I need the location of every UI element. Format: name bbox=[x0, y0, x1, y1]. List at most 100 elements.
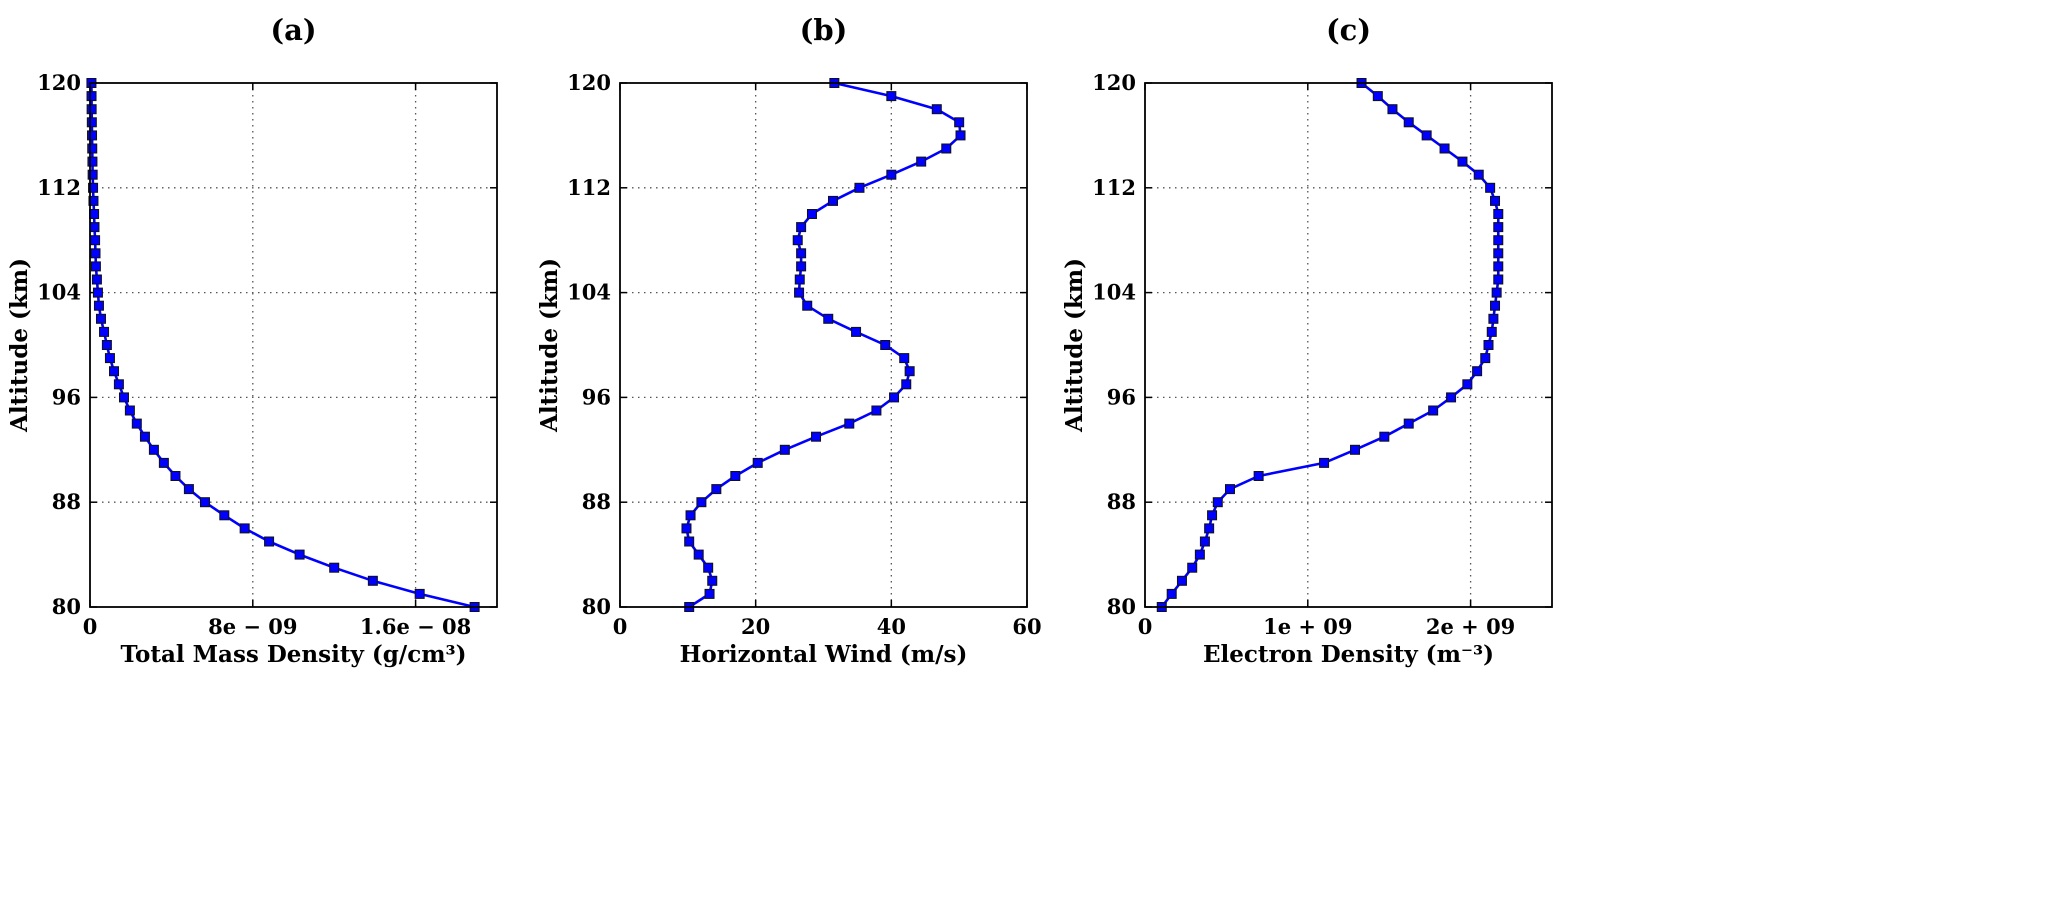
data-point-marker bbox=[1212, 497, 1223, 508]
y-tick-label: 104 bbox=[1092, 280, 1136, 305]
data-point-marker bbox=[779, 444, 790, 455]
data-point-marker bbox=[86, 117, 97, 128]
y-axis-label: Altitude (km) bbox=[1061, 258, 1088, 433]
panel-b: 80 88 96 104 112 120 0 20 40 60 (b) Horizontal Wind… bbox=[536, 13, 1042, 668]
data-point-marker bbox=[109, 366, 120, 377]
plot-frame bbox=[89, 82, 498, 608]
data-point-marker bbox=[1166, 588, 1177, 599]
data-point-marker bbox=[1187, 562, 1198, 573]
x-tick-label: 40 bbox=[877, 614, 906, 639]
data-point-marker bbox=[414, 588, 425, 599]
data-point-marker bbox=[854, 182, 865, 193]
data-point-marker bbox=[844, 418, 855, 429]
data-point-marker bbox=[823, 313, 834, 324]
data-point-marker bbox=[87, 130, 98, 141]
data-point-marker bbox=[1204, 523, 1215, 534]
data-point-marker bbox=[1493, 261, 1504, 272]
data-point-marker bbox=[889, 392, 900, 403]
data-point-marker bbox=[704, 588, 715, 599]
data-point-marker bbox=[802, 300, 813, 311]
data-point-marker bbox=[90, 235, 101, 246]
data-point-marker bbox=[696, 497, 707, 508]
data-point-marker bbox=[1253, 471, 1264, 481]
data-point-marker bbox=[118, 392, 129, 403]
data-point-marker bbox=[1491, 287, 1502, 298]
data-point-marker bbox=[730, 471, 741, 481]
data-point-marker bbox=[99, 326, 110, 337]
y-tick-label: 80 bbox=[1107, 594, 1136, 619]
data-point-marker bbox=[684, 536, 695, 547]
panel-label: (c) bbox=[1326, 13, 1371, 47]
data-point-marker bbox=[95, 313, 106, 324]
data-point-marker bbox=[294, 549, 305, 560]
data-point-marker bbox=[89, 222, 100, 233]
y-tick-label: 104 bbox=[567, 280, 611, 305]
data-point-marker bbox=[158, 457, 169, 468]
x-axis-label: Electron Density (m⁻³) bbox=[1203, 641, 1494, 668]
data-point-marker bbox=[367, 575, 378, 586]
data-point-marker bbox=[1439, 143, 1450, 154]
data-point-marker bbox=[264, 536, 275, 547]
data-point-marker bbox=[811, 431, 822, 442]
x-tick-label: 60 bbox=[1012, 614, 1041, 639]
data-point-marker bbox=[1319, 457, 1330, 468]
data-point-marker bbox=[941, 143, 952, 154]
data-point-marker bbox=[916, 156, 927, 167]
data-point-marker bbox=[1428, 405, 1439, 416]
data-point-marker bbox=[851, 326, 862, 337]
y-tick-label: 112 bbox=[37, 175, 81, 200]
data-point-marker bbox=[954, 117, 965, 128]
data-point-marker bbox=[86, 104, 97, 115]
y-tick-label: 120 bbox=[37, 70, 81, 95]
data-point-marker bbox=[1457, 156, 1468, 167]
data-point-marker bbox=[87, 143, 98, 154]
panel-label: (b) bbox=[800, 13, 848, 47]
panel-a: 80 88 96 104 112 120 0 8e − 09 1.6e − 08 (a) Total… bbox=[6, 13, 498, 668]
data-point-marker bbox=[87, 156, 98, 167]
data-point-marker bbox=[1485, 182, 1496, 193]
data-point-marker bbox=[1493, 248, 1504, 259]
data-point-marker bbox=[871, 405, 882, 416]
y-tick-label: 104 bbox=[37, 280, 81, 305]
data-point-marker bbox=[1421, 130, 1432, 141]
data-point-marker bbox=[87, 169, 98, 180]
data-point-marker bbox=[693, 549, 704, 560]
y-tick-label: 88 bbox=[1107, 489, 1136, 514]
data-point-marker bbox=[219, 510, 230, 521]
data-point-marker bbox=[1483, 340, 1494, 350]
data-point-marker bbox=[139, 431, 150, 442]
data-point-marker bbox=[170, 471, 181, 481]
data-point-marker bbox=[899, 353, 910, 364]
data-point-marker bbox=[886, 91, 897, 102]
y-axis-label: Altitude (km) bbox=[6, 258, 33, 433]
data-point-marker bbox=[183, 484, 194, 495]
data-point-marker bbox=[86, 91, 97, 102]
x-tick-label: 2e + 09 bbox=[1426, 614, 1515, 639]
data-point-marker bbox=[148, 444, 159, 455]
data-point-marker bbox=[88, 182, 99, 193]
plot-frame bbox=[1144, 82, 1553, 608]
data-point-marker bbox=[1490, 300, 1501, 311]
x-tick-label: 1.6e − 08 bbox=[360, 614, 471, 639]
y-tick-label: 80 bbox=[52, 594, 81, 619]
x-tick-label: 20 bbox=[741, 614, 770, 639]
data-point-marker bbox=[681, 523, 692, 534]
data-point-marker bbox=[901, 379, 912, 390]
data-point-marker bbox=[796, 261, 807, 272]
data-point-marker bbox=[1480, 353, 1491, 364]
data-point-marker bbox=[1493, 209, 1504, 219]
y-tick-label: 96 bbox=[582, 384, 611, 409]
data-point-marker bbox=[1493, 274, 1504, 285]
y-tick-label: 88 bbox=[52, 489, 81, 514]
data-point-marker bbox=[1350, 444, 1361, 455]
data-point-marker bbox=[1176, 575, 1187, 586]
data-point-marker bbox=[1446, 392, 1457, 403]
series-line bbox=[90, 82, 475, 609]
data-point-marker bbox=[239, 523, 250, 534]
y-tick-label: 88 bbox=[582, 489, 611, 514]
data-point-marker bbox=[752, 457, 763, 468]
y-tick-label: 80 bbox=[582, 594, 611, 619]
data-point-marker bbox=[886, 169, 897, 180]
x-tick-label: 0 bbox=[1138, 614, 1153, 639]
data-point-marker bbox=[796, 222, 807, 233]
